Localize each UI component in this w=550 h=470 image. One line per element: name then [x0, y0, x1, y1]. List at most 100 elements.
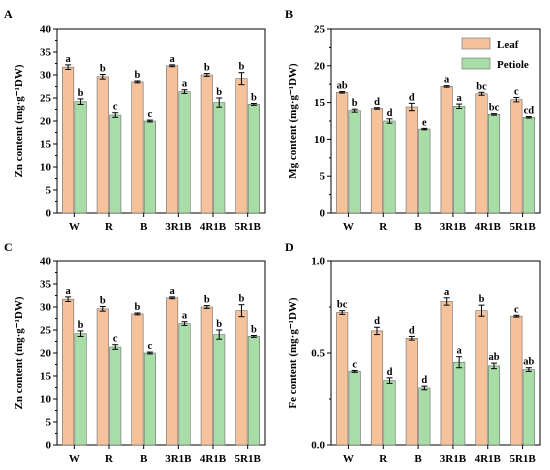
bar-petiole-4r1b: [213, 334, 226, 446]
legend-label-petiole: Petiole: [497, 59, 529, 71]
significance-letter: b: [239, 62, 245, 73]
y-tick-label: 10: [40, 162, 52, 174]
significance-letter: a: [169, 54, 175, 65]
significance-letter: c: [148, 109, 153, 120]
plot-frame: [56, 260, 266, 446]
y-tick-label: 20: [314, 60, 326, 72]
significance-letter: d: [409, 325, 415, 336]
x-tick-label: 3R1B: [440, 453, 467, 465]
bar-leaf-w: [336, 91, 349, 214]
x-tick-label: W: [69, 221, 80, 233]
significance-letter: b: [216, 87, 222, 98]
x-tick-label: B: [414, 453, 422, 465]
significance-letter: c: [148, 341, 153, 352]
significance-letter: a: [65, 54, 71, 65]
x-tick-label: R: [105, 453, 114, 465]
y-tick-label: 5: [46, 185, 52, 197]
bar-leaf-5r1b: [235, 78, 248, 214]
bar-leaf-r: [370, 330, 384, 446]
y-tick-label: 20: [40, 116, 52, 128]
y-tick-label: 15: [40, 139, 52, 151]
significance-letter: d: [387, 108, 393, 119]
significance-letter: b: [479, 294, 485, 305]
bar-petiole-5r1b: [522, 117, 535, 214]
y-tick-label: 5: [46, 417, 52, 429]
y-axis-label: Mg content (mg·g⁻¹DW): [287, 63, 299, 179]
significance-letter: b: [78, 320, 84, 331]
x-tick-label: B: [140, 453, 148, 465]
x-tick-label: 5R1B: [235, 453, 262, 465]
bar-leaf-3r1b: [166, 65, 179, 214]
bar-leaf-w: [62, 298, 75, 446]
bar-petiole-4r1b: [213, 102, 226, 214]
x-tick-label: 5R1B: [235, 221, 262, 233]
x-tick-label: 5R1B: [509, 221, 536, 233]
significance-letter: d: [409, 92, 415, 103]
y-axis-label: Zn content (mg·g⁻¹DW): [13, 64, 25, 177]
bar-petiole-w: [348, 110, 361, 214]
y-axis-label: Zn content (mg·g⁻¹DW): [13, 296, 25, 409]
bar-petiole-4r1b: [487, 114, 501, 214]
bar-petiole-w: [348, 371, 361, 446]
bar-petiole-3r1b: [453, 105, 466, 214]
y-tick-label: 40: [40, 256, 52, 268]
y-tick-label: 20: [40, 348, 52, 360]
significance-letter: b: [204, 63, 210, 74]
x-tick-label: 4R1B: [475, 453, 502, 465]
y-tick-label: 35: [40, 47, 52, 59]
significance-letter: bc: [476, 81, 487, 92]
bar-leaf-5r1b: [235, 310, 248, 446]
panel-a: A 0 5 10 15 20 25 30 35 40 Zn content (mg·g⁻¹DW) Wa…: [4, 7, 266, 233]
significance-letter: b: [251, 325, 257, 336]
panel-c: C 0 5 10 15 20 25 30 35 40 Zn content (mg·g⁻¹DW) Wa…: [4, 240, 266, 465]
bar-petiole-5r1b: [247, 336, 260, 446]
bar-petiole-b: [418, 387, 431, 446]
bar-leaf-3r1b: [166, 297, 179, 446]
significance-letter: a: [169, 286, 175, 297]
panel-letter: D: [285, 240, 294, 254]
bar-leaf-4r1b: [475, 93, 488, 214]
bar-leaf-w: [62, 66, 75, 214]
bar-leaf-4r1b: [200, 306, 213, 446]
y-axis-label: Fe content (mg·g⁻¹DW): [287, 297, 299, 408]
bar-petiole-4r1b: [487, 365, 501, 446]
significance-letter: bc: [489, 103, 500, 114]
significance-letter: d: [374, 316, 380, 327]
y-tick-label: 40: [40, 24, 52, 36]
y-tick-label: 10: [314, 134, 326, 146]
significance-letter: b: [78, 88, 84, 99]
x-tick-label: B: [414, 221, 422, 233]
significance-letter: ab: [488, 352, 499, 363]
bar-leaf-r: [96, 308, 109, 446]
y-tick-label: 10: [40, 394, 52, 406]
bar-leaf-4r1b: [200, 74, 213, 214]
y-tick-label: 15: [40, 371, 52, 383]
y-tick-label: 25: [40, 93, 52, 105]
significance-letter: a: [444, 75, 450, 86]
bar-petiole-w: [74, 333, 87, 446]
legend-swatch-leaf: [461, 37, 491, 50]
significance-letter: a: [65, 286, 71, 297]
significance-letter: c: [352, 359, 357, 370]
y-tick-label: 5: [320, 171, 326, 183]
panel-letter: C: [4, 240, 13, 254]
significance-letter: a: [182, 311, 188, 322]
significance-letter: bc: [337, 300, 348, 311]
significance-letter: c: [113, 102, 118, 113]
significance-letter: b: [204, 295, 210, 306]
legend-label-leaf: Leaf: [497, 39, 519, 51]
significance-letter: d: [387, 367, 393, 378]
bar-petiole-3r1b: [178, 323, 191, 446]
y-tick-label: 0: [46, 440, 52, 452]
significance-letter: cd: [524, 106, 535, 117]
y-tick-label: 0.0: [311, 440, 325, 452]
y-tick-label: 15: [314, 97, 326, 109]
panel-letter: B: [285, 7, 293, 21]
x-tick-label: W: [69, 453, 80, 465]
plot-frame: [330, 260, 541, 446]
x-tick-label: R: [379, 453, 388, 465]
bar-leaf-b: [405, 106, 418, 214]
bar-leaf-r: [96, 76, 109, 214]
bar-leaf-b: [131, 313, 144, 446]
